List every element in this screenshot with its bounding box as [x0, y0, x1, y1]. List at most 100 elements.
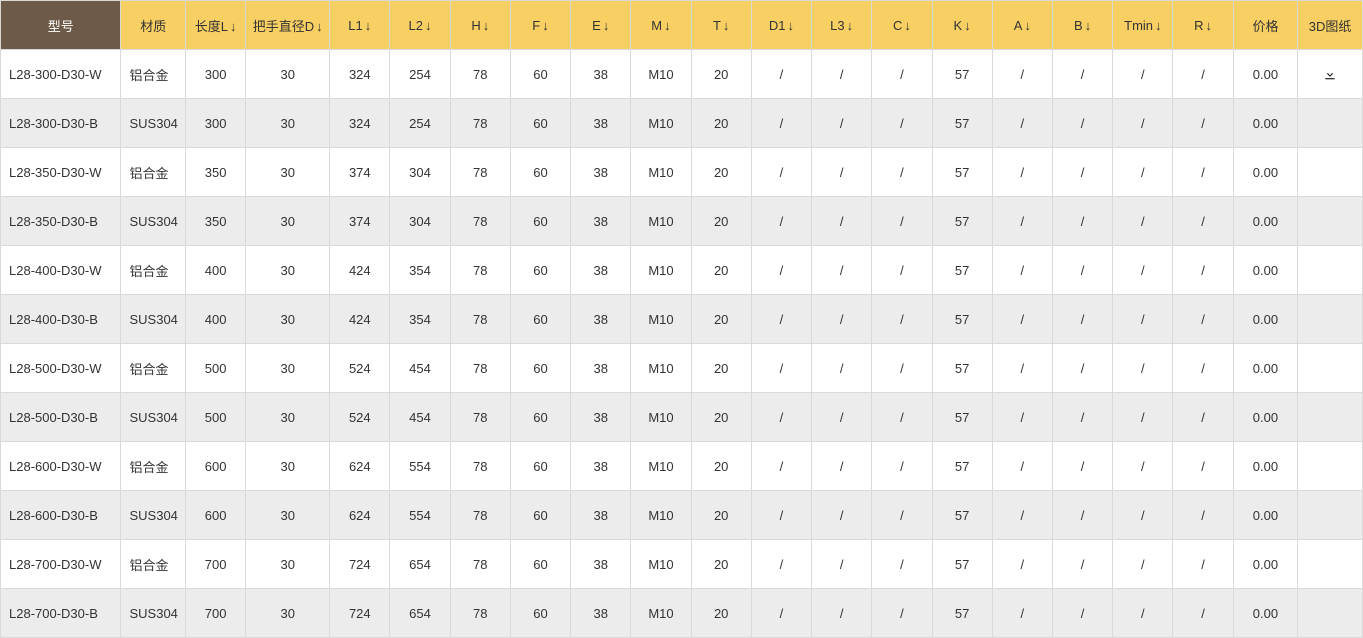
col-header-B[interactable]: B↓ [1052, 1, 1112, 50]
cell-value: M10 [648, 263, 673, 278]
sort-down-icon[interactable]: ↓ [1155, 18, 1162, 33]
sort-down-icon[interactable]: ↓ [904, 18, 911, 33]
cell-Tmin: / [1113, 246, 1173, 295]
col-header-E[interactable]: E↓ [571, 1, 631, 50]
col-header-D[interactable]: 把手直径D↓ [246, 1, 330, 50]
cell-E: 38 [571, 442, 631, 491]
cell-value: 78 [473, 410, 487, 425]
col-header-L2[interactable]: L2↓ [390, 1, 450, 50]
cell-value: M10 [648, 312, 673, 327]
sort-down-icon[interactable]: ↓ [1206, 18, 1213, 33]
cell-D: 30 [246, 491, 330, 540]
cell-M: M10 [631, 540, 691, 589]
cell-value: / [1141, 410, 1145, 425]
cell-model: L28-700-D30-W [1, 540, 121, 589]
cell-R: / [1173, 50, 1233, 99]
cell-M: M10 [631, 148, 691, 197]
sort-down-icon[interactable]: ↓ [787, 18, 794, 33]
col-header-L3[interactable]: L3↓ [812, 1, 872, 50]
cell-value: 38 [593, 67, 607, 82]
cell-L3: / [812, 589, 872, 638]
cell-value: / [900, 459, 904, 474]
cell-B: / [1052, 540, 1112, 589]
cell-value: 38 [593, 361, 607, 376]
sort-down-icon[interactable]: ↓ [603, 18, 610, 33]
cell-value: / [1201, 557, 1205, 572]
cell-value: / [780, 214, 784, 229]
col-header-L[interactable]: 长度L↓ [186, 1, 246, 50]
cell-value: 60 [533, 214, 547, 229]
cell-value: 624 [349, 459, 371, 474]
col-header-D1[interactable]: D1↓ [751, 1, 811, 50]
sort-down-icon[interactable]: ↓ [1085, 18, 1092, 33]
sort-down-icon[interactable]: ↓ [365, 18, 372, 33]
cell-value: 374 [349, 165, 371, 180]
col-header-Tmin[interactable]: Tmin↓ [1113, 1, 1173, 50]
cell-L: 700 [186, 589, 246, 638]
cell-drawing [1298, 442, 1363, 491]
cell-drawing [1298, 99, 1363, 148]
cell-value: 0.00 [1253, 606, 1278, 621]
cell-value: / [900, 263, 904, 278]
sort-down-icon[interactable]: ↓ [723, 18, 730, 33]
col-header-A[interactable]: A↓ [992, 1, 1052, 50]
cell-D: 30 [246, 540, 330, 589]
cell-drawing [1298, 589, 1363, 638]
sort-down-icon[interactable]: ↓ [230, 19, 237, 34]
col-header-M[interactable]: M↓ [631, 1, 691, 50]
cell-value: SUS304 [129, 410, 177, 425]
cell-D1: / [751, 50, 811, 99]
cell-H: 78 [450, 589, 510, 638]
cell-C: / [872, 491, 932, 540]
cell-L1: 724 [330, 589, 390, 638]
cell-value: / [780, 165, 784, 180]
cell-F: 60 [510, 197, 570, 246]
cell-value: 30 [280, 214, 294, 229]
cell-C: / [872, 393, 932, 442]
cell-material: SUS304 [121, 393, 186, 442]
sort-down-icon[interactable]: ↓ [542, 18, 549, 33]
sort-down-icon[interactable]: ↓ [847, 18, 854, 33]
cell-Tmin: / [1113, 295, 1173, 344]
col-header-label: 型号 [48, 19, 74, 34]
col-header-K[interactable]: K↓ [932, 1, 992, 50]
sort-down-icon[interactable]: ↓ [964, 18, 971, 33]
cell-value: L28-300-D30-W [9, 67, 102, 82]
sort-down-icon[interactable]: ↓ [483, 18, 490, 33]
sort-down-icon[interactable]: ↓ [425, 18, 432, 33]
sort-down-icon[interactable]: ↓ [316, 19, 323, 34]
cell-value: 724 [349, 606, 371, 621]
cell-L1: 374 [330, 197, 390, 246]
cell-value: 20 [714, 508, 728, 523]
cell-value: 78 [473, 263, 487, 278]
cell-value: / [1021, 312, 1025, 327]
cell-drawing[interactable] [1298, 50, 1363, 99]
cell-value: 30 [280, 410, 294, 425]
sort-down-icon[interactable]: ↓ [1024, 18, 1031, 33]
cell-material: 铝合金 [121, 246, 186, 295]
col-header-L1[interactable]: L1↓ [330, 1, 390, 50]
cell-value: / [1141, 214, 1145, 229]
col-header-T[interactable]: T↓ [691, 1, 751, 50]
cell-value: 38 [593, 606, 607, 621]
col-header-R[interactable]: R↓ [1173, 1, 1233, 50]
cell-L: 300 [186, 99, 246, 148]
cell-value: / [840, 410, 844, 425]
cell-value: 60 [533, 361, 547, 376]
col-header-H[interactable]: H↓ [450, 1, 510, 50]
col-header-F[interactable]: F↓ [510, 1, 570, 50]
sort-down-icon[interactable]: ↓ [664, 18, 671, 33]
cell-value: / [780, 361, 784, 376]
cell-value: 30 [280, 361, 294, 376]
cell-Tmin: / [1113, 148, 1173, 197]
cell-value: / [1021, 67, 1025, 82]
cell-value: / [780, 410, 784, 425]
table-row: L28-300-D30-BSUS30430030324254786038M102… [1, 99, 1363, 148]
cell-L3: / [812, 295, 872, 344]
download-icon[interactable] [1322, 66, 1338, 81]
cell-T: 20 [691, 393, 751, 442]
cell-value: 20 [714, 410, 728, 425]
cell-value: M10 [648, 116, 673, 131]
col-header-C[interactable]: C↓ [872, 1, 932, 50]
cell-Tmin: / [1113, 50, 1173, 99]
